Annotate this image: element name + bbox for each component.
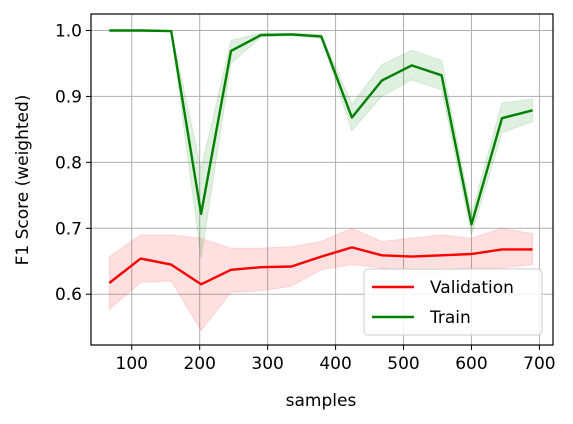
confidence-bands [108,30,534,332]
y-tick-label: 0.8 [55,153,82,173]
x-tick-label: 300 [251,354,283,374]
x-axis-label: samples [286,391,357,411]
x-tick-label: 400 [319,354,351,374]
x-tick-label: 100 [116,354,148,374]
y-tick-label: 0.6 [55,285,82,305]
plot-frame [90,13,554,346]
legend: Validation Train [363,268,543,336]
y-tick-label: 1.0 [55,21,82,41]
legend-validation-label: Validation [430,278,514,298]
validation-confidence-band [108,227,534,332]
y-axis-label: F1 Score (weighted) [13,95,33,266]
x-tick-label: 500 [387,354,419,374]
validation-line [108,246,533,286]
legend-box [363,268,543,336]
train-confidence-band [108,30,534,259]
x-tick-label: 700 [523,354,555,374]
y-tick-label: 0.7 [55,219,82,239]
legend-train-label: Train [429,308,471,328]
y-axis-ticks: 0.6 0.7 0.8 0.9 1.0 [55,21,91,305]
x-tick-label: 200 [183,354,215,374]
series-lines [108,29,533,286]
train-line [109,29,533,226]
y-tick-label: 0.9 [55,87,82,107]
x-tick-label: 600 [455,354,487,374]
x-axis-ticks: 100 200 300 400 500 600 700 [116,345,556,374]
